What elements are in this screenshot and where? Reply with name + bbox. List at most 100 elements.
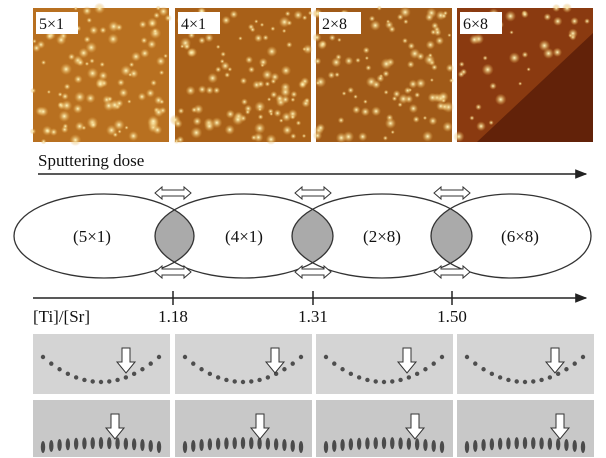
stm-spot <box>99 62 105 68</box>
stm-spot <box>469 115 474 120</box>
stm-spot <box>57 102 63 108</box>
stm-spot <box>543 48 554 59</box>
rheed-spot <box>208 372 212 376</box>
stm-spot <box>190 127 202 139</box>
rheed-spot <box>91 437 95 449</box>
stm-spot <box>584 18 590 24</box>
rheed-spot <box>374 379 378 383</box>
rheed-spot <box>191 440 195 452</box>
tick-label: 1.18 <box>158 307 188 326</box>
rheed-spot <box>216 438 220 450</box>
rheed-spot <box>440 441 444 453</box>
stm-spot <box>76 59 84 67</box>
stm-spot <box>347 87 354 94</box>
rheed-spot <box>132 372 136 376</box>
rheed-spot <box>432 361 436 365</box>
stm-spot <box>428 53 433 58</box>
stm-spot <box>258 107 262 111</box>
stm-spot <box>489 120 494 125</box>
stm-spot <box>385 118 396 129</box>
stm-spot <box>254 34 263 43</box>
stm-spot <box>128 131 138 141</box>
stm-spot <box>391 130 395 134</box>
stm-spot <box>282 29 287 34</box>
rheed-spot <box>506 378 510 382</box>
stm-spot <box>86 17 92 23</box>
stm-spot <box>358 132 367 141</box>
stm-spot <box>365 65 371 71</box>
stm-spot <box>117 79 125 87</box>
stm-spot <box>85 93 95 103</box>
stm-spot <box>64 83 71 90</box>
rheed-spot <box>115 437 119 449</box>
rheed-spot <box>241 380 245 384</box>
stm-spot <box>74 7 78 11</box>
stm-spot <box>42 125 52 135</box>
rheed-image <box>316 334 453 394</box>
rheed-spot <box>324 355 328 359</box>
stm-spot <box>568 28 578 38</box>
stm-spot <box>84 36 91 43</box>
rheed-spot <box>506 437 510 449</box>
stm-spot <box>147 115 159 127</box>
stm-spot <box>489 82 496 89</box>
rheed-spot <box>382 380 386 384</box>
stm-spot <box>222 16 231 25</box>
rheed-spot <box>398 378 402 382</box>
phase-label: (2×8) <box>363 227 401 246</box>
rheed-spot <box>66 438 70 450</box>
stm-spot <box>298 80 307 89</box>
stm-spot <box>393 90 401 98</box>
rheed-spot <box>74 375 78 379</box>
stm-spot <box>426 40 435 49</box>
rheed-spot <box>233 379 237 383</box>
rheed-spot <box>473 361 477 365</box>
stm-image: 6×8 <box>453 3 593 142</box>
stm-spot <box>435 36 444 45</box>
stm-spot <box>377 6 382 11</box>
tick-label: 1.31 <box>298 307 328 326</box>
rheed-spot <box>332 440 336 452</box>
stm-spot <box>265 81 271 87</box>
stm-spot <box>225 125 235 135</box>
stm-spot <box>198 85 207 94</box>
stm-spot <box>156 6 161 11</box>
stm-spot <box>183 43 190 50</box>
stm-spot <box>527 67 531 71</box>
stm-spot <box>431 64 438 71</box>
axis-label: [Ti]/[Sr] <box>33 307 90 326</box>
stm-spot <box>89 58 95 64</box>
rheed-spot <box>556 372 560 376</box>
stm-spot <box>562 3 572 13</box>
stm-spot <box>290 114 296 120</box>
stm-spot <box>328 71 336 79</box>
rheed-spot <box>390 379 394 383</box>
stm-spot <box>213 87 220 94</box>
stm-spot <box>413 116 420 123</box>
rheed-spot <box>573 361 577 365</box>
stm-spot <box>402 38 408 44</box>
stm-spot <box>570 17 578 25</box>
stm-spot <box>449 78 454 83</box>
stm-spot <box>428 116 437 125</box>
stm-spot <box>416 78 426 88</box>
stm-spot <box>302 15 307 20</box>
stm-spot <box>141 37 148 44</box>
stm-spot <box>361 107 370 116</box>
stm-spot <box>138 92 147 101</box>
rheed-spot <box>249 379 253 383</box>
rheed-spot <box>74 438 78 450</box>
stm-spot <box>150 79 157 86</box>
rheed-spot <box>282 439 286 451</box>
stm-spot <box>282 125 292 135</box>
stm-spot <box>518 82 522 86</box>
rheed-spot <box>183 441 187 453</box>
stm-spot <box>269 112 273 116</box>
rheed-spot <box>49 440 53 452</box>
rheed-image <box>33 334 170 394</box>
stm-spot <box>434 29 442 37</box>
stm-spot <box>285 11 291 17</box>
stm-spot <box>241 98 248 105</box>
rheed-spot <box>564 367 568 371</box>
stm-spot <box>113 132 119 138</box>
